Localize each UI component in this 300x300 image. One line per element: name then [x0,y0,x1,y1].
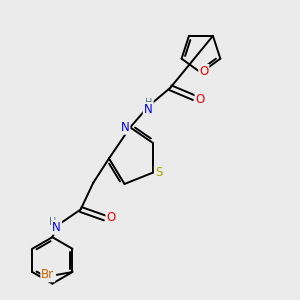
Text: N: N [121,121,130,134]
Text: O: O [106,212,116,224]
Text: N: N [144,103,152,116]
Text: O: O [196,92,205,106]
Text: S: S [155,166,162,179]
Text: H: H [146,98,153,108]
Text: Br: Br [41,268,54,281]
Text: O: O [199,65,208,78]
Text: N: N [52,221,61,234]
Text: H: H [49,217,57,227]
